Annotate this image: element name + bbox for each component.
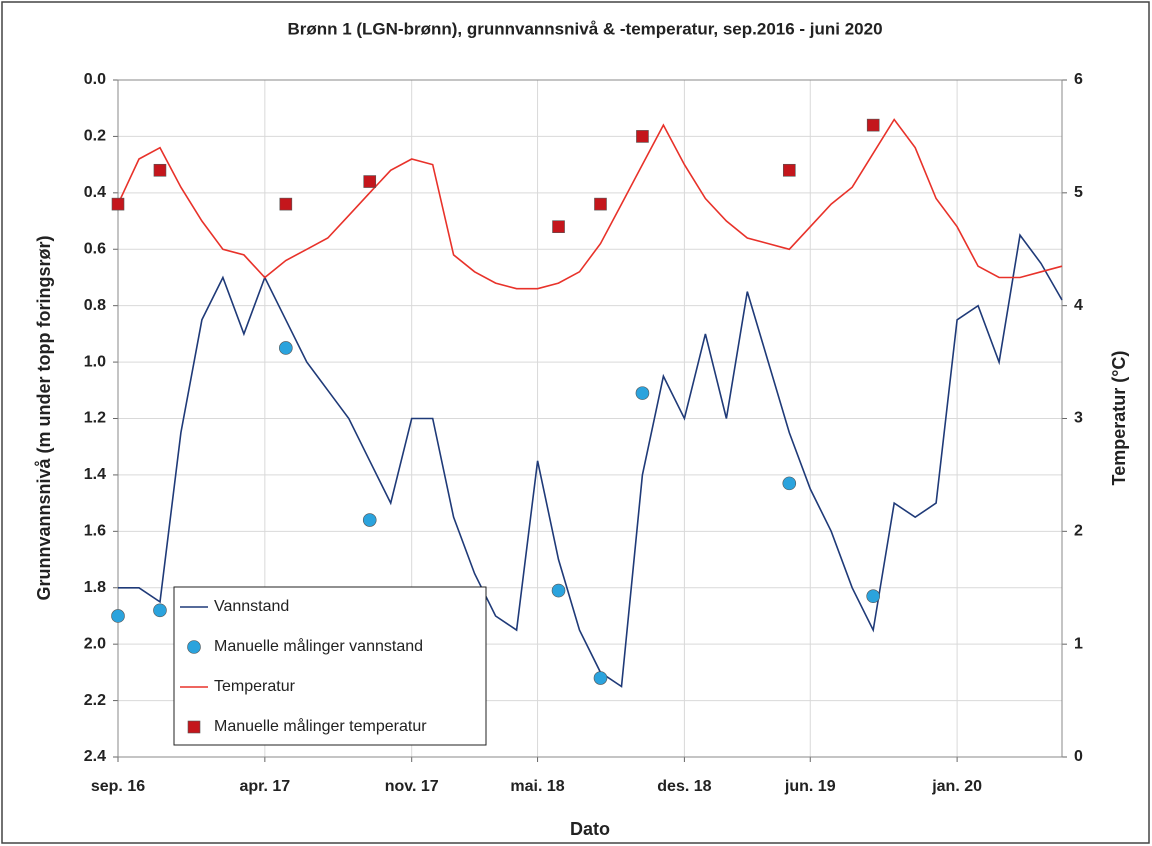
y-axis-label: Grunnvannsnivå (m under topp foringsrør): [34, 235, 54, 600]
marker: [635, 386, 650, 400]
marker: [111, 609, 125, 623]
y-tick-label: 1.6: [84, 523, 106, 540]
y-tick-label: 2.4: [84, 748, 106, 765]
y2-tick-label: 2: [1074, 523, 1083, 540]
y2-tick-label: 5: [1074, 184, 1083, 201]
marker: [636, 130, 649, 143]
marker: [551, 583, 566, 598]
line: [118, 233, 1063, 688]
x-tick-label: apr. 17: [239, 778, 290, 795]
y2-tick-label: 6: [1074, 71, 1083, 88]
marker: [279, 197, 293, 211]
x-tick-label: des. 18: [657, 778, 711, 795]
x-tick-label: sep. 16: [91, 778, 145, 795]
marker: [153, 603, 167, 618]
y-tick-label: 2.2: [84, 692, 106, 709]
marker: [594, 197, 607, 211]
marker: [782, 163, 796, 177]
legend-label: Manuelle målinger temperatur: [214, 717, 427, 735]
y2-tick-label: 1: [1074, 635, 1083, 652]
legend-label: Vannstand: [214, 598, 289, 615]
marker: [279, 341, 293, 355]
y-tick-label: 1.8: [84, 579, 106, 596]
y2-tick-label: 4: [1074, 297, 1083, 314]
x-tick-label: jan. 20: [931, 778, 982, 795]
marker: [593, 671, 608, 685]
line: [117, 118, 1063, 290]
y-tick-label: 1.4: [84, 466, 106, 483]
legend-marker: [187, 720, 201, 734]
y2-tick-label: 0: [1074, 748, 1083, 765]
marker: [866, 118, 880, 132]
marker: [153, 163, 167, 177]
y-tick-label: 0.4: [84, 184, 106, 201]
y-tick-label: 2.0: [84, 635, 106, 652]
legend-box: [173, 586, 487, 746]
y-tick-label: 1.2: [84, 410, 106, 427]
y-tick-label: 0.8: [84, 297, 106, 314]
y2-axis-label: Temperatur (°C): [1109, 351, 1129, 486]
y-tick-label: 1.0: [84, 353, 106, 370]
legend-marker: [187, 640, 201, 654]
marker: [363, 175, 377, 188]
y-tick-label: 0.2: [84, 128, 106, 145]
marker: [866, 589, 881, 604]
y-tick-label: 0.6: [84, 240, 106, 257]
x-tick-label: nov. 17: [385, 778, 439, 795]
legend-label: Manuelle målinger vannstand: [214, 637, 423, 655]
marker: [111, 197, 125, 211]
plot-frame: [117, 79, 1063, 758]
legend-label: Temperatur: [214, 678, 296, 695]
marker: [552, 220, 565, 233]
y2-tick-label: 3: [1074, 410, 1083, 427]
y-tick-label: 0.0: [84, 71, 106, 88]
chart-title: Brønn 1 (LGN-brønn), grunnvannsnivå & -t…: [287, 19, 882, 38]
x-tick-label: jun. 19: [784, 778, 836, 795]
x-tick-label: mai. 18: [510, 778, 564, 795]
marker: [782, 476, 797, 491]
x-axis-label: Dato: [570, 819, 610, 839]
marker: [362, 513, 377, 527]
